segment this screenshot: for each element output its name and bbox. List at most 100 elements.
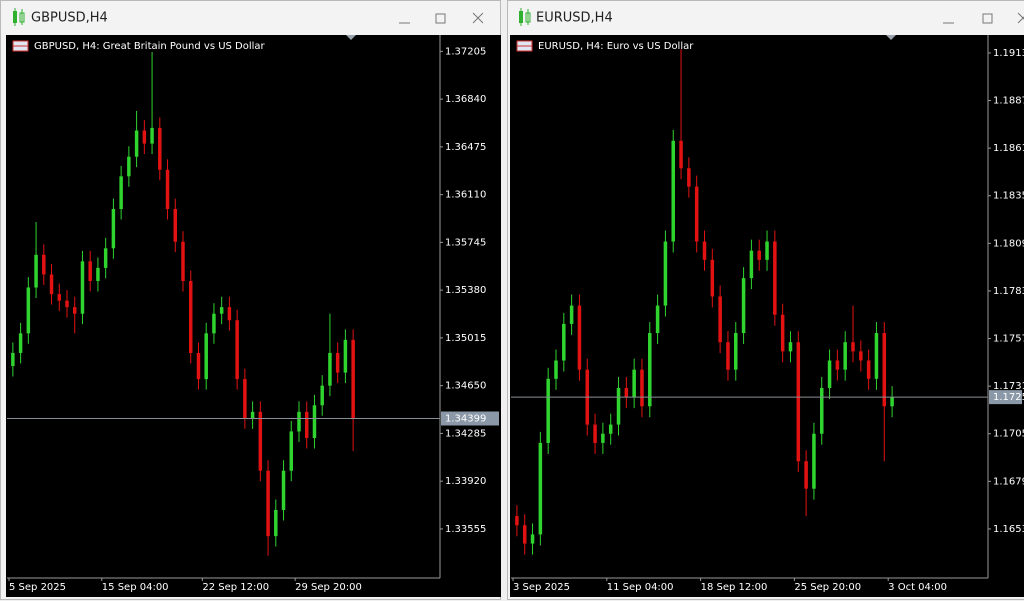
chart-background (510, 35, 1024, 597)
candle-body (49, 274, 54, 295)
candle-body (765, 241, 769, 260)
y-tick-label: 1.36110 (445, 190, 486, 201)
last-price-box (441, 411, 499, 426)
candle-body (196, 352, 201, 380)
candle-body (608, 424, 613, 434)
x-tick-label: 18 Sep 12:00 (701, 582, 768, 593)
candle-body (57, 294, 62, 301)
candle-body (757, 250, 761, 260)
candle-body (546, 378, 550, 443)
x-tick-label: 3 Oct 04:00 (888, 582, 947, 593)
candle-body (312, 405, 317, 438)
candle-body (718, 296, 722, 343)
candle-body (281, 470, 286, 510)
candle-body (235, 320, 239, 380)
candle-body (88, 261, 92, 281)
candle-body (289, 431, 294, 471)
candle-body (538, 442, 543, 535)
candle-body (165, 169, 170, 210)
last-price-label: 1.1725 (993, 392, 1024, 403)
candle-body (882, 333, 887, 407)
candle-body (219, 307, 224, 314)
x-tick-label: 25 Sep 20:00 (794, 582, 861, 593)
candle-body (749, 250, 754, 279)
candle-body (874, 333, 879, 379)
close-button[interactable] (1017, 12, 1024, 24)
candle-body (150, 127, 154, 144)
candle-body (111, 209, 116, 249)
candle-body (734, 333, 738, 370)
candle-body (119, 176, 123, 210)
candle-body (819, 387, 824, 434)
candle-body (812, 433, 816, 489)
candle-body (788, 342, 793, 352)
y-tick-label: 1.35380 (445, 285, 486, 296)
y-tick-label: 1.35745 (445, 237, 486, 248)
candle-body (655, 305, 660, 334)
window-icon (13, 8, 25, 26)
candle-body (827, 360, 832, 388)
chart-legend: EURUSD, H4: Euro vs US Dollar (516, 40, 694, 52)
x-tick-label: 11 Sep 04:00 (607, 582, 674, 593)
candle-body (866, 360, 871, 379)
candle-body (142, 130, 147, 144)
candle-body (11, 352, 15, 367)
last-price-label: 1.34399 (445, 414, 486, 425)
candle-body (127, 156, 131, 177)
candle-body (726, 342, 730, 370)
candle-body (266, 470, 270, 537)
candle-body (804, 461, 808, 489)
candle-body (859, 351, 863, 361)
candle-body (522, 525, 527, 544)
candle-body (843, 342, 847, 370)
y-tick-label: 1.1679 (993, 476, 1024, 487)
chart-background (6, 35, 501, 597)
maximize-button[interactable] (982, 13, 993, 24)
candle-body (780, 314, 785, 352)
charts: 1.37205 1.36840 1.36475 1.36110 1.35745 1.353… (6, 35, 1024, 597)
candle-body (773, 241, 777, 315)
candle-body (173, 209, 178, 242)
candle-body (530, 534, 535, 544)
y-tick-label: 1.1809 (993, 238, 1024, 249)
candle-body (554, 360, 558, 379)
chart-legend: GBPUSD, H4: Great Britain Pound vs US Do… (12, 40, 266, 52)
candle-body (648, 333, 652, 407)
chart-legend-text: EURUSD, H4: Euro vs US Dollar (538, 41, 694, 52)
candle-body (632, 369, 636, 398)
candle-body (796, 342, 801, 462)
candle-body (72, 307, 77, 314)
candle-body (96, 267, 100, 281)
candle-body (320, 385, 324, 406)
y-tick-label: 1.1835 (993, 191, 1024, 202)
last-price-box (989, 390, 1022, 405)
window-icon (519, 8, 531, 26)
candle-body (65, 300, 69, 308)
window-title: GBPUSD,H4 (31, 11, 108, 26)
window-buttons[interactable] (399, 12, 484, 24)
candle-body (351, 339, 355, 419)
close-button[interactable] (472, 12, 484, 24)
candle-body (562, 323, 566, 361)
y-tick-label: 1.34285 (445, 428, 486, 439)
candle-body (227, 307, 232, 321)
y-tick-label: 1.1887 (993, 96, 1024, 107)
scroll-marker (346, 35, 356, 40)
candle-body (188, 280, 193, 353)
y-tick-label: 1.33555 (445, 524, 486, 535)
scroll-marker (886, 35, 896, 40)
x-tick-label: 22 Sep 12:00 (202, 582, 269, 593)
candle-body (624, 387, 629, 398)
candle-body (702, 241, 707, 260)
candle-body (835, 360, 840, 370)
window-buttons[interactable] (943, 12, 1024, 24)
candle-body (593, 424, 597, 443)
candle-body (741, 278, 746, 334)
candle-body (687, 168, 691, 187)
maximize-button[interactable] (435, 13, 446, 24)
candle-body (679, 140, 683, 169)
